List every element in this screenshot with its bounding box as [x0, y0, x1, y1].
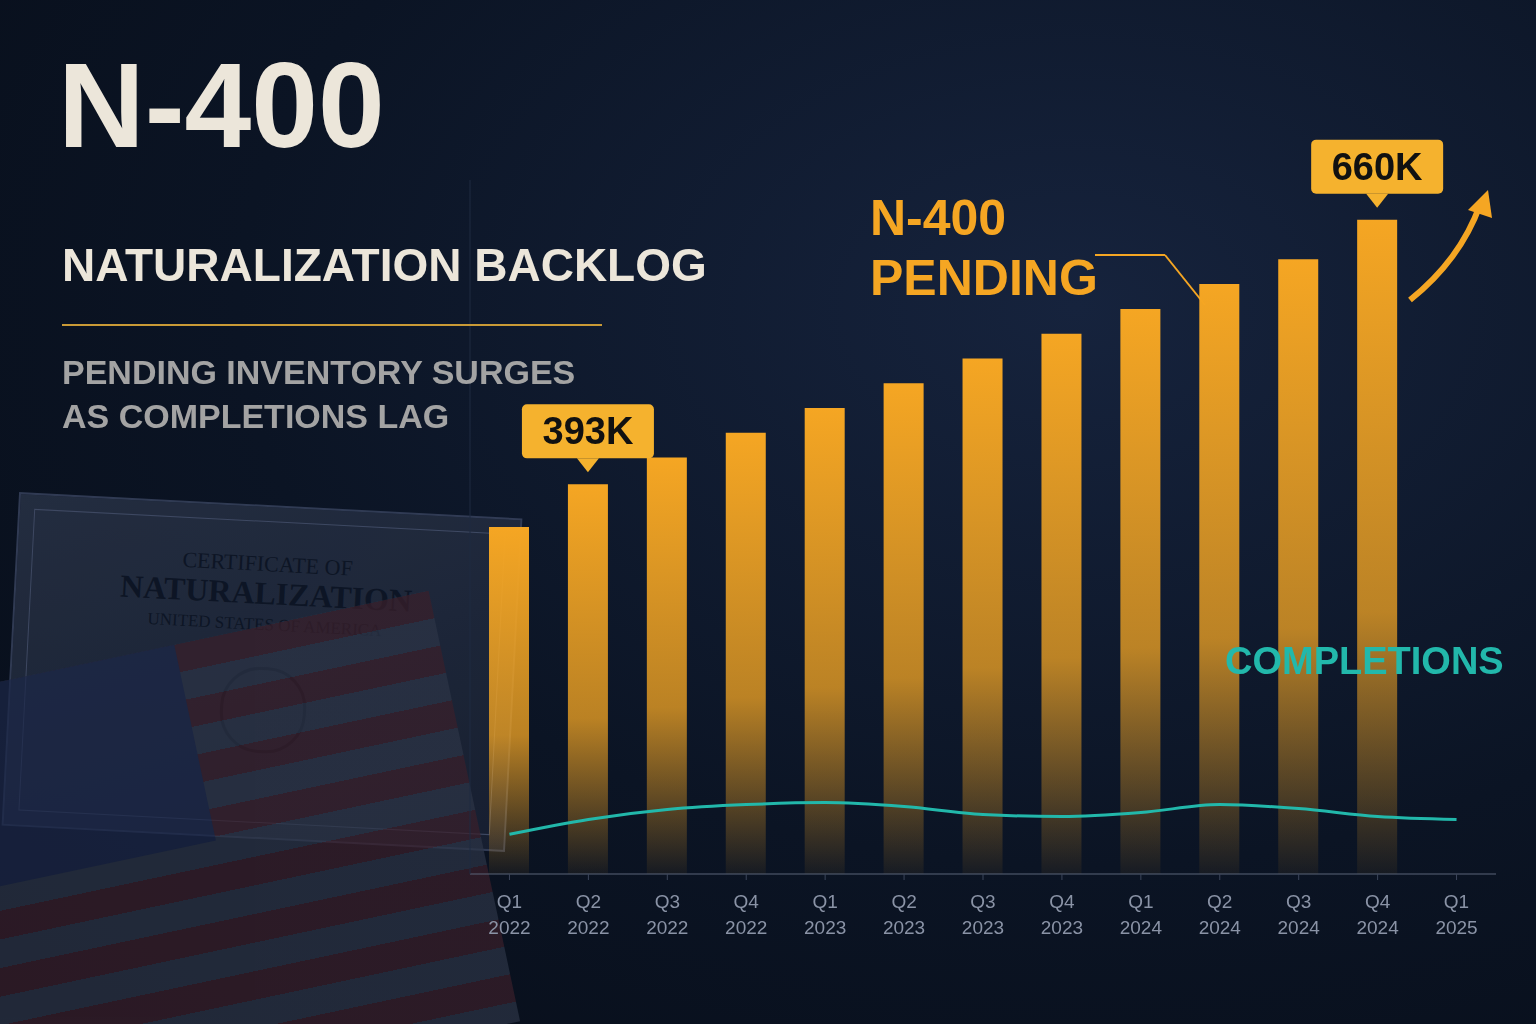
html-text:CERTIFICATE OF: CERTIFICATE OF — [181, 546, 354, 581]
svg-text:Q32023: Q32023 — [962, 891, 1004, 938]
svg-text:Q42022: Q42022 — [725, 891, 767, 938]
svg-text:Q22022: Q22022 — [567, 891, 609, 938]
html-text:PENDING INVENTORY SURGES AS CO: PENDING INVENTORY SURGES AS COMPLETIONS … — [62, 353, 576, 435]
svg-text:Q32022: Q32022 — [646, 891, 688, 938]
svg-text:Q22024: Q22024 — [1199, 891, 1242, 938]
svg-text:Q12024: Q12024 — [1120, 891, 1163, 938]
svg-text:Q12023: Q12023 — [804, 891, 846, 938]
html-text:N-400: N-400 — [58, 38, 385, 172]
html-text:COMPLETIONS: COMPLETIONS — [1225, 640, 1504, 682]
svg-text:Q32024: Q32024 — [1278, 891, 1321, 938]
html-text:NATURALIZATION: NATURALIZATION — [119, 567, 413, 619]
svg-text:Q42023: Q42023 — [1041, 891, 1083, 938]
svg-text:Q42024: Q42024 — [1356, 891, 1399, 938]
svg-text:Q22023: Q22023 — [883, 891, 925, 938]
svg-text:393K: 393K — [543, 410, 634, 452]
svg-text:Q12025: Q12025 — [1435, 891, 1477, 938]
html-text:N-400: N-400 — [870, 190, 1007, 246]
html-text:UNITED STATES OF AMERICA: UNITED STATES OF AMERICA — [147, 608, 382, 641]
html-text:NATURALIZATION BACKLOG: NATURALIZATION BACKLOG — [62, 239, 707, 291]
svg-text:660K: 660K — [1332, 146, 1423, 188]
html-text:PENDING: PENDING — [870, 250, 1098, 306]
svg-text:Q12022: Q12022 — [488, 891, 530, 938]
